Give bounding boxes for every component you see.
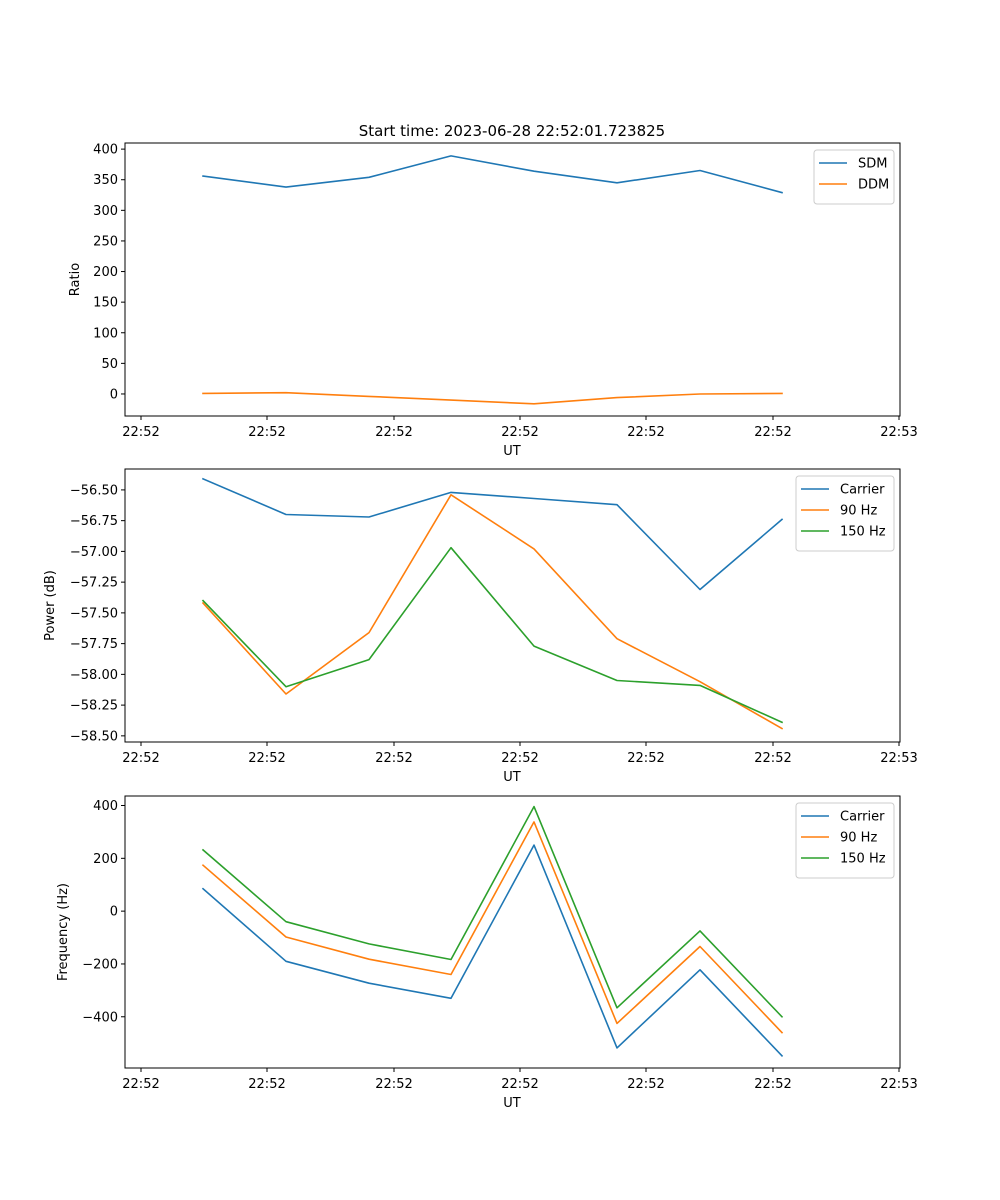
series-line-90-hz [201, 821, 784, 1034]
series-line-carrier [201, 477, 784, 591]
y-tick-label: −57.25 [70, 576, 118, 591]
y-tick-label: −58.50 [70, 729, 118, 744]
x-tick-label: 22:52 [754, 1077, 791, 1092]
x-tick-label: 22:52 [627, 1077, 664, 1092]
legend-label: 150 Hz [840, 852, 886, 867]
panel-1: 22:52 22:52 22:52 22:52 22:52 22:52 22:53 UT 0 50… [68, 142, 918, 459]
panel-2: 22:52 22:52 22:52 22:52 22:52 22:52 22:53 UT −58… [43, 468, 918, 785]
x-tick-label: 22:52 [627, 425, 664, 440]
x-tick-label: 22:53 [880, 425, 917, 440]
y-tick-label: 250 [93, 234, 118, 249]
legend: SDM DDM [813, 149, 895, 205]
y-axis-label: Frequency (Hz) [56, 883, 71, 981]
x-axis-label: UT [503, 770, 521, 785]
legend-label: Carrier [840, 810, 885, 825]
x-tick-label: 22:52 [122, 1077, 159, 1092]
y-tick-label: −57.00 [70, 545, 118, 560]
y-tick-label: 400 [93, 799, 118, 814]
series-line-90-hz [201, 493, 784, 730]
legend-label: 150 Hz [840, 525, 886, 540]
axes-frame [124, 142, 901, 417]
series-line-ddm [202, 391, 783, 405]
x-tick-label: 22:52 [501, 751, 538, 766]
panels: 22:52 22:52 22:52 22:52 22:52 22:52 22:53 UT 0 50… [43, 142, 918, 1111]
series-line-sdm [202, 155, 783, 194]
y-tick-label: −57.50 [70, 606, 118, 621]
y-tick-label: −58.00 [70, 668, 118, 683]
legend-label: DDM [858, 178, 889, 193]
y-tick-label: −400 [82, 1010, 118, 1025]
y-tick-label: 350 [93, 173, 118, 188]
x-tick-label: 22:52 [375, 425, 412, 440]
x-tick-label: 22:52 [375, 751, 412, 766]
y-tick-label: 300 [93, 204, 118, 219]
y-tick-label: −56.75 [70, 514, 118, 529]
x-tick-label: 22:52 [754, 751, 791, 766]
x-tick-label: 22:52 [375, 1077, 412, 1092]
series-line-150-hz [201, 805, 784, 1018]
x-tick-label: 22:52 [501, 1077, 538, 1092]
figure-title: Start time: 2023-06-28 22:52:01.723825 [359, 122, 665, 140]
x-tick-label: 22:53 [880, 751, 917, 766]
y-tick-label: −56.50 [70, 483, 118, 498]
legend-box [795, 802, 895, 879]
y-tick-label: −200 [82, 957, 118, 972]
legend-box [795, 475, 895, 552]
y-tick-label: 200 [93, 852, 118, 867]
x-tick-label: 22:52 [627, 751, 664, 766]
legend: Carrier 90 Hz 150 Hz [795, 475, 895, 552]
x-tick-label: 22:52 [754, 425, 791, 440]
y-tick-label: −57.75 [70, 637, 118, 652]
y-tick-label: −58.25 [70, 699, 118, 714]
legend-label: 90 Hz [840, 504, 877, 519]
legend-label: 90 Hz [840, 831, 877, 846]
x-tick-label: 22:52 [248, 751, 285, 766]
x-tick-label: 22:52 [248, 425, 285, 440]
y-axis-label: Power (dB) [43, 570, 58, 641]
series-line-150-hz [201, 546, 784, 724]
axes-frame [124, 795, 901, 1069]
y-tick-label: 400 [93, 143, 118, 158]
x-axis-label: UT [503, 1096, 521, 1111]
y-tick-label: 0 [110, 905, 118, 920]
x-tick-label: 22:53 [880, 1077, 917, 1092]
legend: Carrier 90 Hz 150 Hz [795, 802, 895, 879]
y-axis-label: Ratio [68, 263, 83, 296]
y-tick-label: 0 [110, 387, 118, 402]
x-axis-label: UT [503, 444, 521, 459]
x-tick-label: 22:52 [122, 425, 159, 440]
legend-label: SDM [858, 157, 887, 172]
y-tick-label: 100 [93, 326, 118, 341]
legend-label: Carrier [840, 483, 885, 498]
panel-3: 22:52 22:52 22:52 22:52 22:52 22:52 22:53 UT −40… [56, 795, 918, 1111]
y-tick-label: 150 [93, 296, 118, 311]
x-tick-label: 22:52 [248, 1077, 285, 1092]
x-tick-label: 22:52 [501, 425, 538, 440]
x-tick-label: 22:52 [122, 751, 159, 766]
y-tick-label: 50 [101, 357, 118, 372]
y-tick-label: 200 [93, 265, 118, 280]
series-line-carrier [201, 844, 784, 1058]
axes-frame [124, 468, 901, 743]
